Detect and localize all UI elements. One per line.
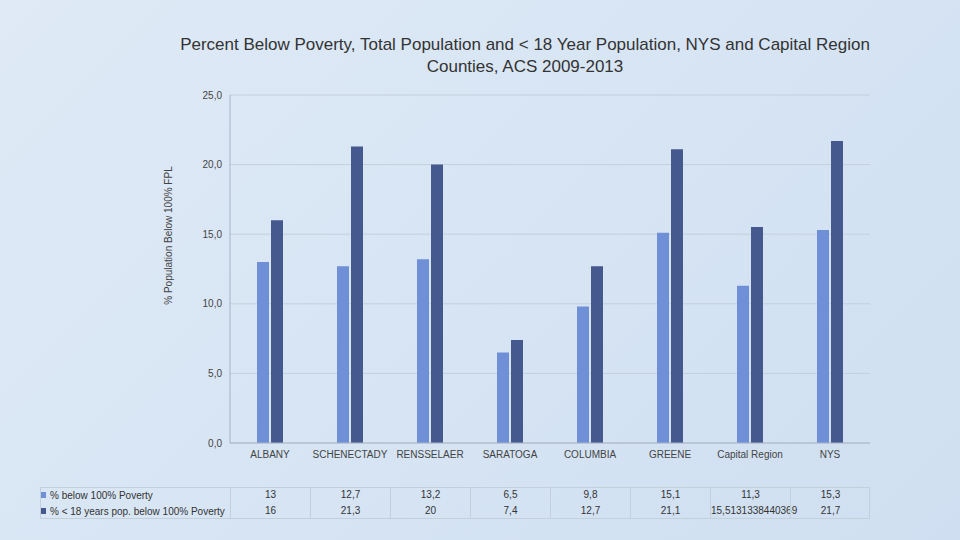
svg-text:10,0: 10,0 bbox=[203, 298, 223, 309]
html-text:Percent Below Poverty, Total P: Percent Below Poverty, Total Population … bbox=[180, 35, 870, 76]
html-text:11,3: 11,3 bbox=[741, 489, 760, 500]
svg-text:SARATOGA: SARATOGA bbox=[483, 449, 538, 460]
svg-text:COLUMBIA: COLUMBIA bbox=[564, 449, 617, 460]
svg-text:SCHENECTADY: SCHENECTADY bbox=[313, 449, 388, 460]
svg-text:Capital Region: Capital Region bbox=[717, 449, 783, 460]
html-text:16: 16 bbox=[264, 505, 277, 516]
html-text:21,1: 21,1 bbox=[660, 505, 681, 516]
html-text:12,7: 12,7 bbox=[340, 489, 361, 500]
html-text:12,7: 12,7 bbox=[580, 505, 601, 516]
html-text:15,3: 15,3 bbox=[820, 489, 841, 500]
html-text:9,8: 9,8 bbox=[583, 489, 598, 500]
svg-text:NYS: NYS bbox=[820, 449, 841, 460]
svg-text:15,0: 15,0 bbox=[203, 229, 223, 240]
html-text:21,7: 21,7 bbox=[820, 505, 841, 516]
html-text:13,2: 13,2 bbox=[420, 489, 441, 500]
html-text:% Population Below 100% FPL: % Population Below 100% FPL bbox=[162, 166, 174, 305]
html-text:15,5131338440369: 15,5131338440369 bbox=[711, 505, 798, 516]
svg-text:5,0: 5,0 bbox=[208, 368, 222, 379]
html-text:20: 20 bbox=[424, 505, 437, 516]
svg-text:20,0: 20,0 bbox=[203, 159, 223, 170]
svg-text:25,0: 25,0 bbox=[203, 90, 223, 101]
html-text:6,5: 6,5 bbox=[503, 489, 518, 500]
svg-text:RENSSELAER: RENSSELAER bbox=[396, 449, 463, 460]
html-text:7,4: 7,4 bbox=[503, 505, 518, 516]
html-text:% below 100% Poverty: % below 100% Poverty bbox=[50, 489, 153, 501]
svg-text:GREENE: GREENE bbox=[649, 449, 692, 460]
html-text:15,1: 15,1 bbox=[660, 489, 681, 500]
html-text:13: 13 bbox=[264, 489, 277, 500]
svg-text:ALBANY: ALBANY bbox=[250, 449, 290, 460]
html-text:21,3: 21,3 bbox=[340, 505, 361, 516]
html-text:% < 18 years pop. below 100% P: % < 18 years pop. below 100% Poverty bbox=[50, 505, 225, 517]
svg-text:0,0: 0,0 bbox=[208, 438, 222, 449]
